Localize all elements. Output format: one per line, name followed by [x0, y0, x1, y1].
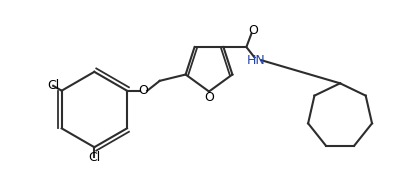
Text: Cl: Cl — [47, 79, 59, 92]
Text: O: O — [138, 84, 148, 97]
Text: O: O — [248, 24, 258, 37]
Text: HN: HN — [247, 54, 265, 67]
Text: Cl: Cl — [88, 151, 100, 164]
Text: O: O — [204, 91, 214, 104]
